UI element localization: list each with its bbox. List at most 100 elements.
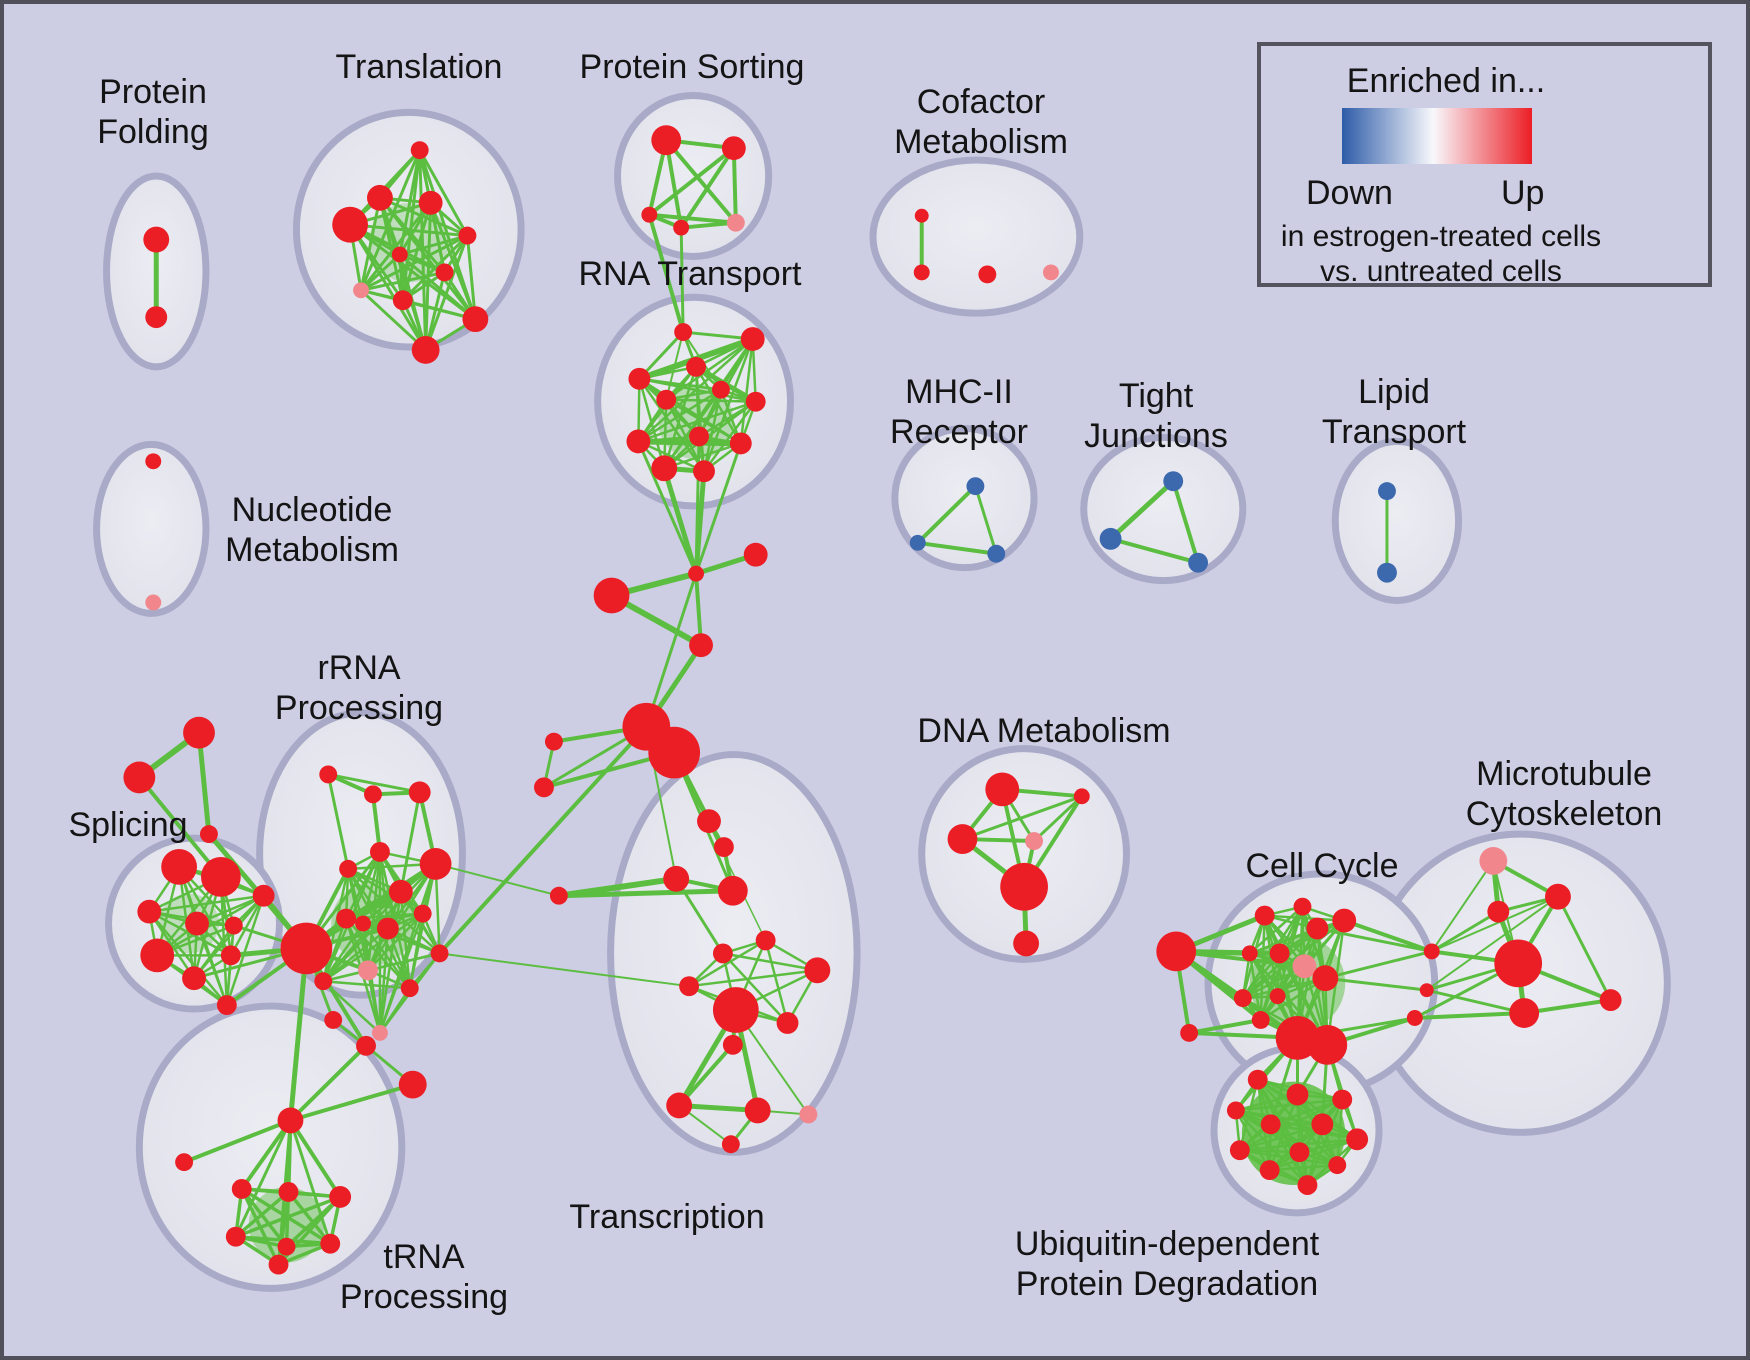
- network-edge: [679, 1103, 758, 1113]
- gene-set-node: [1599, 989, 1622, 1012]
- gene-set-node: [280, 922, 333, 975]
- gene-set-node: [1226, 1101, 1245, 1120]
- network-edge: [229, 895, 265, 956]
- gene-set-node: [914, 208, 929, 223]
- gene-set-node: [435, 263, 454, 282]
- gene-set-node: [1311, 1113, 1334, 1136]
- gene-set-node: [400, 979, 419, 998]
- gene-set-node: [1188, 552, 1209, 573]
- legend-caption-line2: vs. untreated cells: [1320, 255, 1562, 288]
- legend-caption-line1: in estrogen-treated cells: [1280, 220, 1602, 253]
- gene-set-node: [1260, 1114, 1281, 1135]
- network-edge: [1343, 918, 1433, 954]
- network-edge: [399, 234, 468, 256]
- gene-set-node: [712, 943, 733, 964]
- network-edge: [1171, 480, 1200, 564]
- network-edge: [378, 928, 390, 1034]
- gene-set-node: [776, 1012, 799, 1034]
- network-edge: [688, 939, 767, 988]
- network-edge: [637, 440, 705, 473]
- network-edge: [418, 149, 469, 237]
- network-edge: [289, 1119, 332, 1245]
- network-edge: [1108, 479, 1175, 541]
- network-edge: [688, 969, 818, 988]
- network-edge: [348, 223, 427, 351]
- gene-set-node: [1545, 883, 1571, 910]
- network-edge: [349, 223, 477, 321]
- network-edge: [638, 400, 757, 443]
- network-edge: [1276, 906, 1304, 997]
- network-edge: [661, 467, 699, 575]
- network-edge: [465, 235, 477, 320]
- network-edge: [359, 197, 382, 291]
- gene-set-node: [224, 916, 243, 935]
- network-edge: [1270, 1098, 1343, 1126]
- gene-set-node: [199, 825, 218, 844]
- network-edge: [694, 436, 701, 574]
- gene-set-node: [123, 761, 156, 794]
- network-edge: [666, 398, 756, 403]
- network-edge: [679, 227, 685, 333]
- gene-set-node: [909, 534, 926, 551]
- cluster-ellipse-cofactor-metabolism: [869, 156, 1084, 317]
- gene-set-node: [744, 1097, 771, 1124]
- gene-set-node: [1043, 264, 1059, 281]
- legend-up-label: Up: [1501, 174, 1545, 212]
- gene-set-node: [1247, 1069, 1268, 1090]
- gene-set-node: [697, 809, 721, 834]
- gene-set-node: [913, 264, 930, 281]
- network-edge: [1239, 1123, 1323, 1152]
- gene-set-node: [1251, 1011, 1270, 1029]
- network-edge: [367, 912, 424, 972]
- network-edge: [1317, 927, 1432, 953]
- gene-set-node: [220, 945, 241, 966]
- gene-set-node: [1269, 943, 1290, 964]
- gene-set-node: [137, 899, 162, 924]
- network-edge: [663, 442, 742, 470]
- gene-set-node: [1312, 965, 1339, 992]
- gene-set-node: [1332, 1089, 1353, 1110]
- gene-set-node: [320, 1233, 341, 1254]
- gene-set-node: [663, 865, 690, 892]
- cluster-ellipse-nucleotide-metabolism: [93, 440, 210, 617]
- gene-set-node: [182, 966, 206, 991]
- gene-set-node: [717, 875, 748, 906]
- network-edge: [137, 776, 223, 879]
- network-edge: [764, 940, 789, 1024]
- gene-set-node: [1509, 998, 1540, 1028]
- network-edge: [721, 952, 789, 1024]
- gene-set-node: [225, 1226, 246, 1247]
- network-edge: [647, 214, 686, 333]
- network-edge: [289, 1082, 414, 1123]
- gene-set-node: [1346, 1128, 1369, 1151]
- legend-title: Enriched in...: [1346, 62, 1546, 100]
- network-edge: [1325, 976, 1427, 992]
- gene-set-node: [314, 972, 333, 991]
- gene-set-node: [145, 594, 162, 611]
- gene-set-node: [713, 837, 734, 857]
- gene-set-node: [1156, 931, 1197, 972]
- gene-set-node: [1423, 943, 1440, 960]
- network-edge: [694, 442, 743, 575]
- gene-set-node: [743, 542, 768, 567]
- network-edge: [677, 1043, 735, 1107]
- network-edge: [347, 868, 389, 930]
- gene-set-node: [369, 842, 390, 862]
- gene-set-node: [391, 246, 408, 263]
- gene-set-node: [410, 141, 429, 160]
- gene-set-node: [200, 856, 241, 897]
- gene-set-node: [1419, 983, 1434, 998]
- gene-set-node: [231, 1179, 252, 1199]
- network-edge: [240, 1119, 293, 1191]
- network-edge: [435, 862, 560, 897]
- gene-set-node: [729, 432, 752, 455]
- gene-set-node: [324, 1011, 343, 1029]
- network-edge: [289, 1044, 368, 1122]
- gene-set-node: [1254, 905, 1275, 926]
- network-edge: [731, 148, 738, 223]
- gene-set-node: [140, 938, 175, 973]
- gene-set-node: [544, 732, 563, 751]
- gene-set-node: [721, 1135, 740, 1154]
- gene-set-node: [1406, 1010, 1423, 1026]
- network-edge: [702, 389, 723, 472]
